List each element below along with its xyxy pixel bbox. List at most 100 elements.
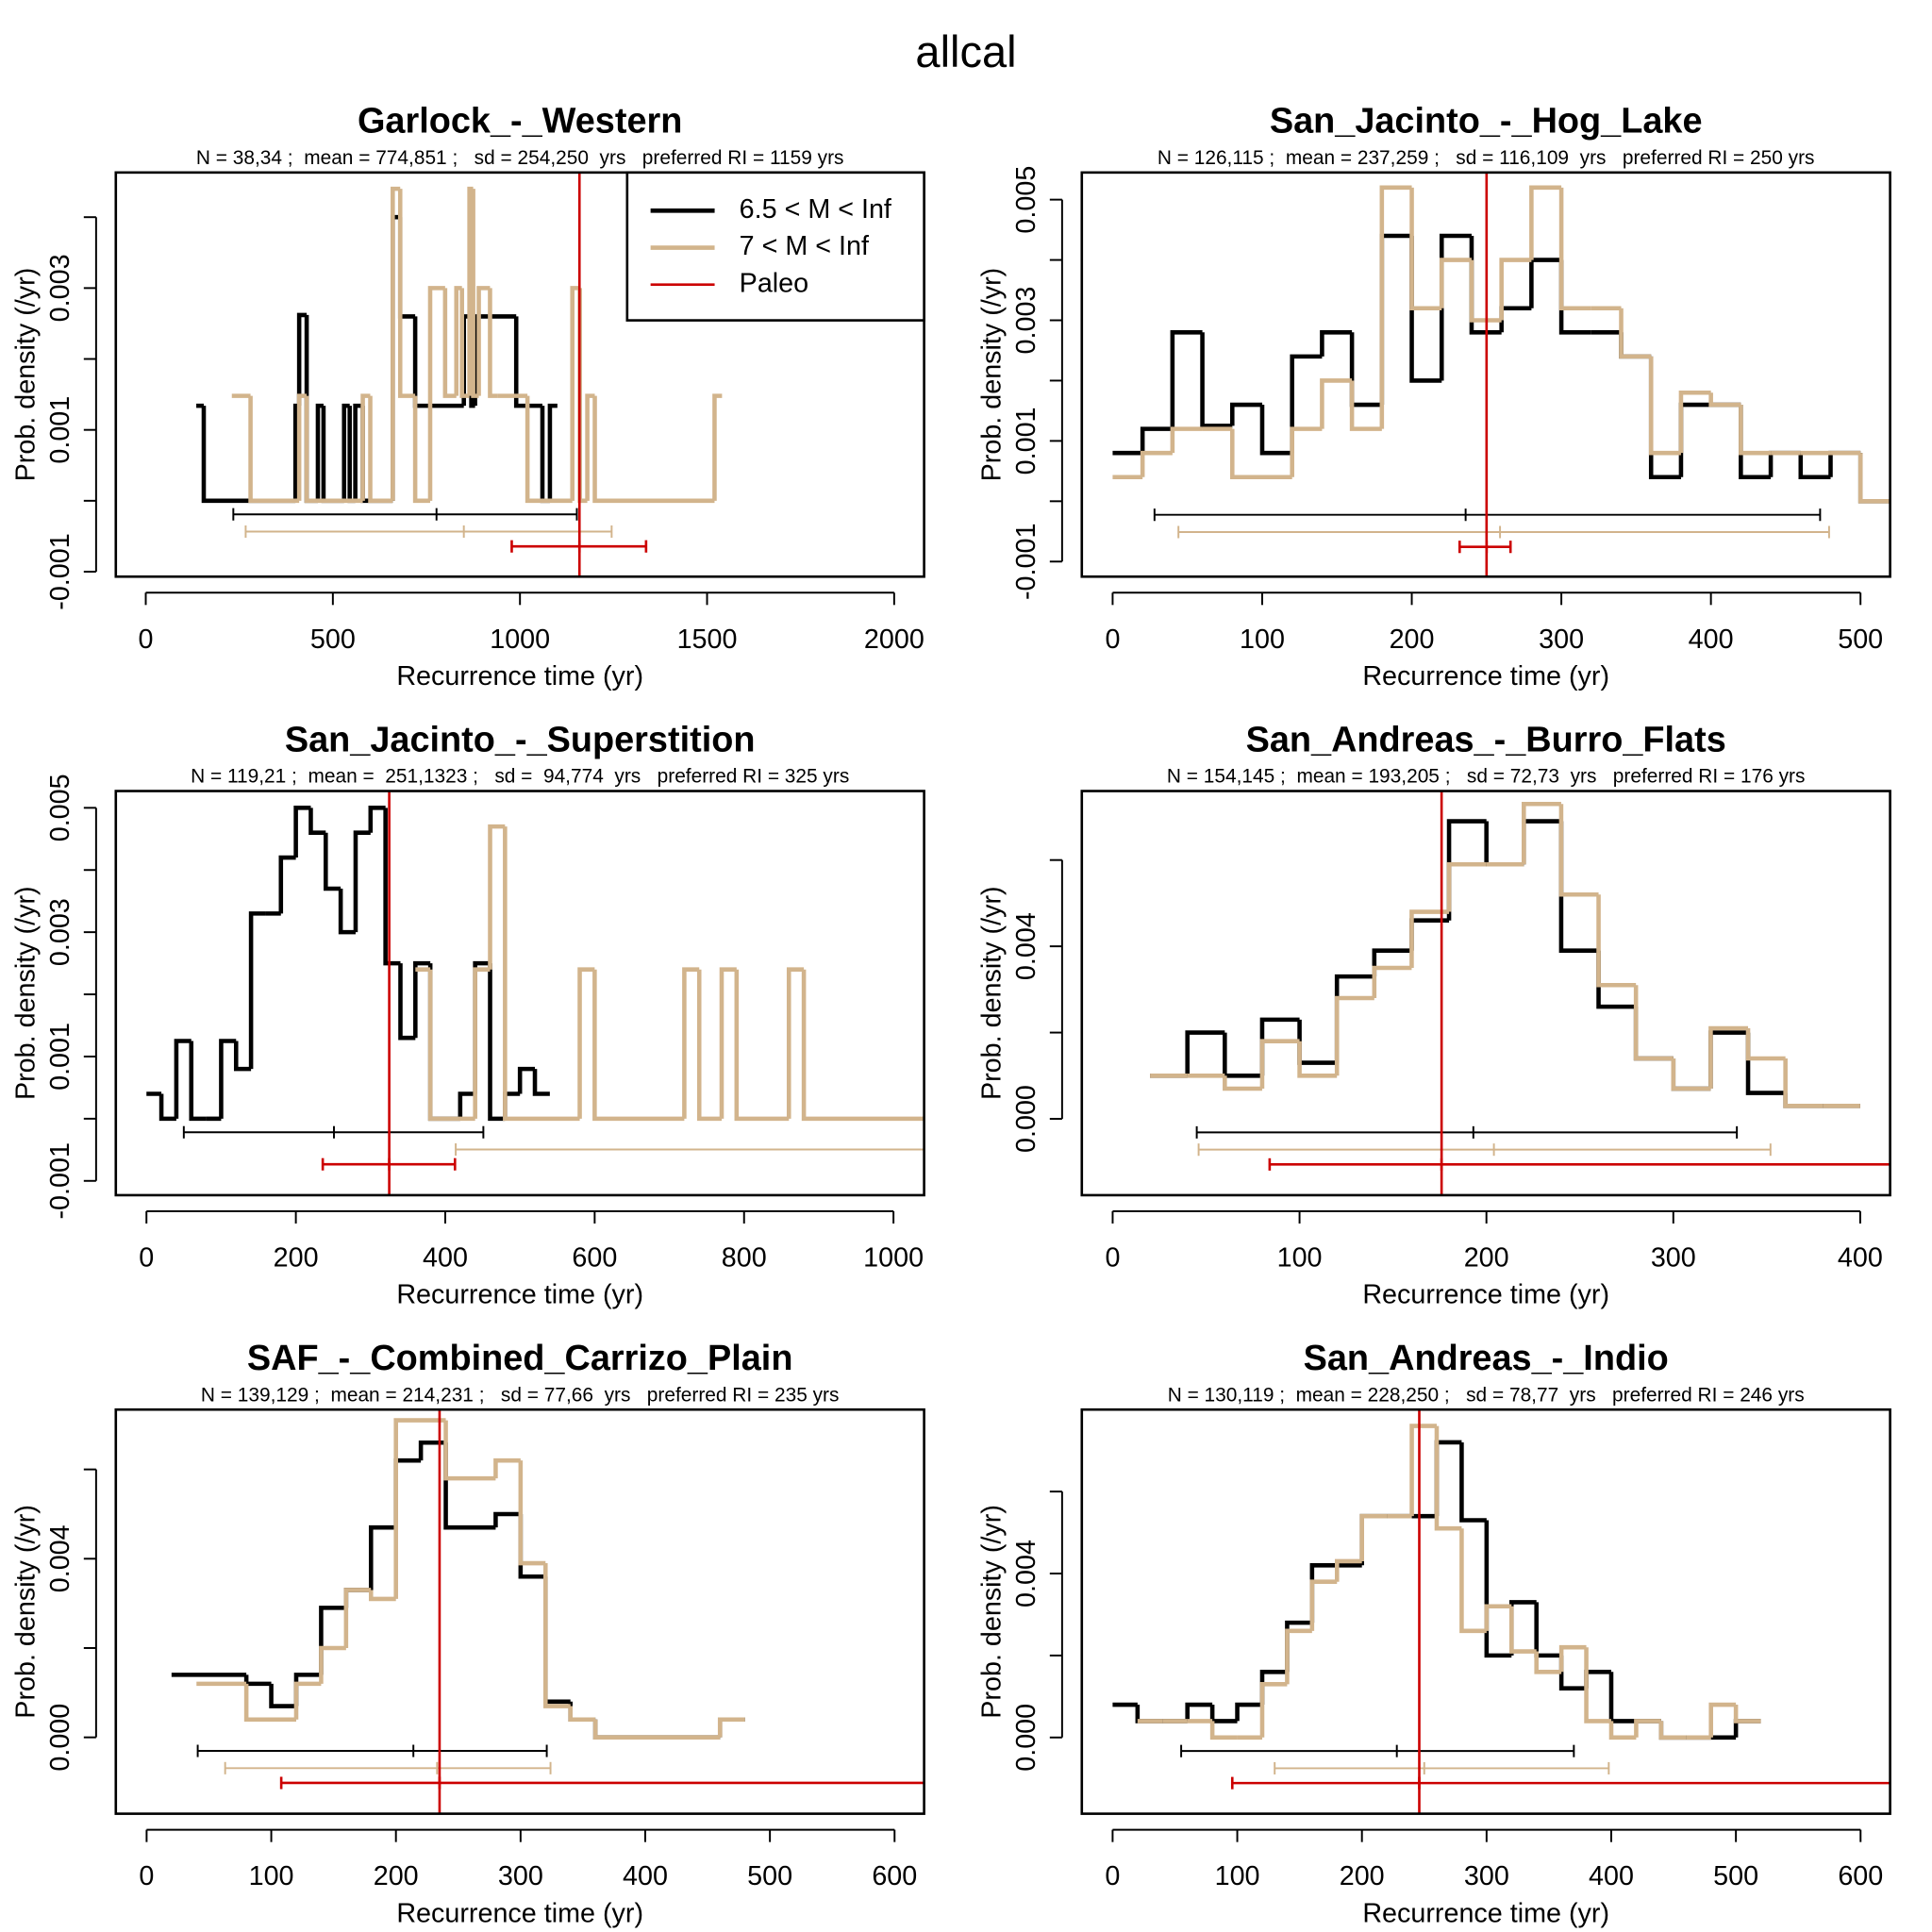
step bbox=[1648, 356, 1681, 456]
step bbox=[1484, 821, 1524, 867]
step bbox=[518, 1460, 546, 1566]
step bbox=[503, 826, 580, 1122]
panel-title: San_Andreas_-_Indio bbox=[1304, 1339, 1669, 1378]
step bbox=[1140, 426, 1173, 454]
x-tick-label: 600 bbox=[572, 1242, 617, 1273]
step bbox=[1558, 187, 1591, 311]
step bbox=[1446, 819, 1487, 921]
x-axis-label: Recurrence time (yr) bbox=[396, 1280, 643, 1310]
step bbox=[1446, 861, 1487, 912]
step bbox=[696, 969, 722, 1122]
plot-frame bbox=[114, 790, 925, 1197]
step bbox=[391, 186, 401, 501]
step bbox=[353, 830, 371, 933]
x-tick-label: 400 bbox=[1589, 1861, 1634, 1891]
x-tick-label: 300 bbox=[1539, 625, 1584, 655]
step bbox=[1671, 1058, 1711, 1091]
y-axis-label: Prob. density (/yr) bbox=[976, 1505, 1007, 1719]
step bbox=[1297, 1019, 1338, 1065]
step bbox=[1558, 1655, 1587, 1690]
step bbox=[1259, 1669, 1288, 1706]
step bbox=[1529, 258, 1562, 308]
step bbox=[547, 403, 558, 501]
step bbox=[717, 1717, 745, 1738]
x-tick-label: 1000 bbox=[490, 625, 550, 655]
x-axis-label: Recurrence time (yr) bbox=[1362, 1280, 1609, 1310]
step bbox=[476, 286, 491, 396]
step bbox=[1185, 1702, 1213, 1722]
panel-title: San_Andreas_-_Burro_Flats bbox=[1246, 720, 1726, 759]
plot-frame bbox=[1080, 790, 1891, 1197]
y-tick-label: 0.004 bbox=[1011, 912, 1041, 980]
x-tick-label: 200 bbox=[374, 1861, 419, 1891]
step bbox=[427, 969, 475, 1122]
step bbox=[1678, 390, 1711, 454]
step bbox=[1619, 332, 1652, 359]
step bbox=[1459, 1528, 1487, 1634]
y-tick-label: 0.003 bbox=[1011, 287, 1041, 355]
step bbox=[324, 832, 341, 891]
y-tick-label: 0.004 bbox=[1011, 1540, 1041, 1607]
x-tick-label: 300 bbox=[1464, 1861, 1509, 1891]
x-tick-label: 200 bbox=[274, 1242, 319, 1273]
panel-title: San_Jacinto_-_Hog_Lake bbox=[1270, 102, 1703, 142]
step bbox=[189, 1041, 207, 1122]
step bbox=[393, 1418, 446, 1599]
step bbox=[1469, 259, 1502, 323]
step bbox=[493, 1511, 521, 1528]
step bbox=[1739, 405, 1772, 480]
step bbox=[1135, 1705, 1163, 1724]
step bbox=[1633, 1007, 1674, 1061]
step bbox=[717, 1717, 745, 1738]
y-tick-label: -0.001 bbox=[1011, 524, 1041, 600]
x-tick-label: 100 bbox=[249, 1861, 294, 1891]
step bbox=[1185, 1030, 1225, 1076]
step bbox=[1499, 258, 1532, 321]
y-tick-label: 0.005 bbox=[1011, 166, 1041, 234]
step bbox=[1439, 233, 1472, 381]
step bbox=[712, 393, 723, 501]
step bbox=[454, 286, 462, 396]
step bbox=[368, 1524, 396, 1591]
step bbox=[1634, 1719, 1661, 1738]
x-tick-label: 500 bbox=[747, 1861, 792, 1891]
step bbox=[1499, 306, 1532, 333]
step bbox=[1522, 819, 1561, 865]
step bbox=[1434, 1440, 1462, 1517]
step bbox=[1140, 450, 1173, 477]
step bbox=[248, 395, 300, 504]
step bbox=[293, 806, 311, 858]
step bbox=[1235, 1702, 1262, 1722]
step bbox=[577, 967, 595, 1119]
x-axis-label: Recurrence time (yr) bbox=[1362, 1898, 1609, 1928]
step bbox=[412, 395, 430, 504]
step bbox=[1209, 1705, 1238, 1724]
step bbox=[343, 1588, 372, 1608]
panel-subtitle: N = 154,145 ; mean = 193,205 ; sd = 72,7… bbox=[1167, 766, 1806, 788]
step bbox=[397, 189, 416, 398]
step bbox=[568, 1701, 596, 1723]
step bbox=[321, 406, 344, 504]
x-tick-label: 500 bbox=[310, 625, 356, 655]
step bbox=[368, 806, 386, 833]
step bbox=[1209, 1721, 1238, 1740]
step bbox=[682, 967, 700, 1119]
x-tick-label: 500 bbox=[1713, 1861, 1758, 1891]
x-tick-label: 0 bbox=[1105, 1242, 1120, 1273]
step bbox=[1708, 1030, 1749, 1090]
step bbox=[1259, 405, 1292, 456]
step bbox=[418, 1440, 446, 1461]
step bbox=[158, 1093, 176, 1122]
step bbox=[1596, 950, 1637, 1009]
x-tick-label: 200 bbox=[1390, 625, 1435, 655]
step bbox=[1508, 1600, 1537, 1656]
step bbox=[278, 855, 296, 914]
step bbox=[1484, 1604, 1512, 1631]
y-tick-label: -0.001 bbox=[45, 533, 75, 609]
step bbox=[1608, 1721, 1637, 1740]
y-tick-label: 0.003 bbox=[45, 898, 75, 966]
step bbox=[1223, 1032, 1262, 1078]
step bbox=[532, 1069, 550, 1096]
